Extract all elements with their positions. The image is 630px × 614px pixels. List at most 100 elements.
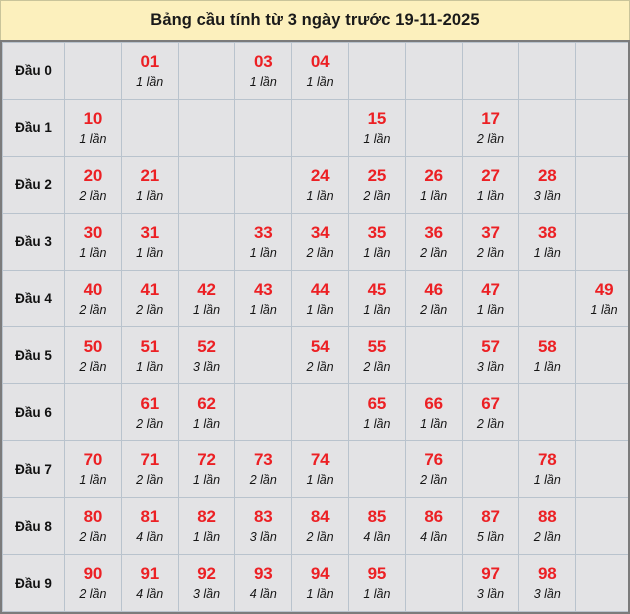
number-cell-78[interactable]: 78 1 lần xyxy=(518,440,577,499)
number-cell-58[interactable]: 58 1 lần xyxy=(518,326,577,385)
cell-number: 55 xyxy=(367,336,387,356)
number-cell-61[interactable]: 61 2 lần xyxy=(120,383,179,442)
empty-cell xyxy=(461,440,520,499)
number-cell-84[interactable]: 84 2 lần xyxy=(291,497,349,556)
cell-number: 94 xyxy=(310,564,330,584)
table-row: Đầu 1 10 1 lần 15 1 lần 17 2 lần xyxy=(2,98,628,157)
number-cell-35[interactable]: 35 1 lần xyxy=(347,212,406,271)
number-cell-inner: 38 1 lần xyxy=(519,214,575,270)
number-cell-45[interactable]: 45 1 lần xyxy=(347,269,406,328)
number-cell-20[interactable]: 20 2 lần xyxy=(64,155,122,214)
number-cell-17[interactable]: 17 2 lần xyxy=(461,98,520,157)
cell-count: 1 lần xyxy=(476,188,505,203)
number-cell-76[interactable]: 76 2 lần xyxy=(404,440,463,499)
number-cell-42[interactable]: 42 1 lần xyxy=(177,269,236,328)
cell-count: 1 lần xyxy=(363,302,391,317)
empty-cell xyxy=(234,98,293,157)
cell-count: 1 lần xyxy=(192,473,221,488)
number-cell-33[interactable]: 33 1 lần xyxy=(234,212,293,271)
cell-number: 57 xyxy=(481,336,500,356)
number-cell-40[interactable]: 40 2 lần xyxy=(64,269,122,328)
cell-count: 2 lần xyxy=(79,359,107,374)
table-row: Đầu 4 40 2 lần 41 2 lần 42 1 lần 43 1 lần 44 1 lần… xyxy=(2,269,628,328)
number-cell-34[interactable]: 34 2 lần xyxy=(291,212,349,271)
number-cell-97[interactable]: 97 3 lần xyxy=(461,554,520,612)
number-cell-98[interactable]: 98 3 lần xyxy=(518,554,577,612)
number-cell-72[interactable]: 72 1 lần xyxy=(177,440,236,499)
number-cell-26[interactable]: 26 1 lần xyxy=(404,155,463,214)
cell-count: 2 lần xyxy=(476,245,505,260)
number-cell-95[interactable]: 95 1 lần xyxy=(347,554,406,612)
number-cell-inner: 84 2 lần xyxy=(292,498,348,554)
number-cell-01[interactable]: 01 1 lần xyxy=(120,42,179,100)
number-cell-86[interactable]: 86 4 lần xyxy=(404,497,463,556)
number-cell-inner: 26 1 lần xyxy=(406,157,462,213)
frequency-table-body: Đầu 0 01 1 lần 03 1 lần 04 1 lần Đầu 1 10 1 lần 15… xyxy=(2,42,628,612)
number-cell-92[interactable]: 92 3 lần xyxy=(177,554,236,612)
cell-number: 78 xyxy=(538,450,557,470)
number-cell-10[interactable]: 10 1 lần xyxy=(64,98,122,157)
number-cell-37[interactable]: 37 2 lần xyxy=(461,212,520,271)
number-cell-85[interactable]: 85 4 lần xyxy=(347,497,406,556)
number-cell-03[interactable]: 03 1 lần xyxy=(234,42,293,100)
cell-number: 85 xyxy=(367,507,387,527)
cell-number: 84 xyxy=(310,507,330,527)
number-cell-04[interactable]: 04 1 lần xyxy=(291,42,349,100)
number-cell-66[interactable]: 66 1 lần xyxy=(404,383,463,442)
number-cell-54[interactable]: 54 2 lần xyxy=(291,326,349,385)
number-cell-93[interactable]: 93 4 lần xyxy=(234,554,293,612)
number-cell-90[interactable]: 90 2 lần xyxy=(64,554,122,612)
number-cell-inner: 51 1 lần xyxy=(122,327,178,383)
number-cell-inner: 93 4 lần xyxy=(235,555,291,611)
number-cell-51[interactable]: 51 1 lần xyxy=(120,326,179,385)
empty-cell xyxy=(64,383,122,442)
number-cell-67[interactable]: 67 2 lần xyxy=(461,383,520,442)
number-cell-inner: 61 2 lần xyxy=(122,384,178,440)
number-cell-73[interactable]: 73 2 lần xyxy=(234,440,293,499)
cell-count: 1 lần xyxy=(533,245,561,260)
table-row: Đầu 7 70 1 lần 71 2 lần 72 1 lần 73 2 lần 74 1 lần… xyxy=(2,440,628,499)
number-cell-87[interactable]: 87 5 lần xyxy=(461,497,520,556)
number-cell-43[interactable]: 43 1 lần xyxy=(234,269,293,328)
number-cell-44[interactable]: 44 1 lần xyxy=(291,269,349,328)
number-cell-91[interactable]: 91 4 lần xyxy=(120,554,179,612)
number-cell-47[interactable]: 47 1 lần xyxy=(461,269,520,328)
number-cell-62[interactable]: 62 1 lần xyxy=(177,383,236,442)
number-cell-21[interactable]: 21 1 lần xyxy=(120,155,179,214)
number-cell-57[interactable]: 57 3 lần xyxy=(461,326,520,385)
number-cell-81[interactable]: 81 4 lần xyxy=(120,497,179,556)
number-cell-27[interactable]: 27 1 lần xyxy=(461,155,520,214)
number-cell-83[interactable]: 83 3 lần xyxy=(234,497,293,556)
cell-number: 51 xyxy=(140,336,159,356)
number-cell-94[interactable]: 94 1 lần xyxy=(291,554,349,612)
number-cell-24[interactable]: 24 1 lần xyxy=(291,155,349,214)
number-cell-52[interactable]: 52 3 lần xyxy=(177,326,236,385)
number-cell-55[interactable]: 55 2 lần xyxy=(347,326,406,385)
number-cell-15[interactable]: 15 1 lần xyxy=(347,98,406,157)
number-cell-31[interactable]: 31 1 lần xyxy=(120,212,179,271)
number-cell-49[interactable]: 49 1 lần xyxy=(575,269,628,328)
number-cell-inner: 78 1 lần xyxy=(519,441,575,497)
number-cell-88[interactable]: 88 2 lần xyxy=(518,497,577,556)
number-cell-71[interactable]: 71 2 lần xyxy=(120,440,179,499)
number-cell-65[interactable]: 65 1 lần xyxy=(347,383,406,442)
number-cell-36[interactable]: 36 2 lần xyxy=(404,212,463,271)
number-cell-41[interactable]: 41 2 lần xyxy=(120,269,179,328)
cell-number: 35 xyxy=(367,222,387,242)
number-cell-25[interactable]: 25 2 lần xyxy=(347,155,406,214)
number-cell-38[interactable]: 38 1 lần xyxy=(518,212,577,271)
number-cell-80[interactable]: 80 2 lần xyxy=(64,497,122,556)
number-cell-82[interactable]: 82 1 lần xyxy=(177,497,236,556)
cell-count: 2 lần xyxy=(306,245,334,260)
number-cell-50[interactable]: 50 2 lần xyxy=(64,326,122,385)
number-cell-70[interactable]: 70 1 lần xyxy=(64,440,122,499)
cell-count: 2 lần xyxy=(306,530,334,545)
cell-number: 62 xyxy=(197,393,216,413)
empty-cell xyxy=(404,554,463,612)
number-cell-inner: 97 3 lần xyxy=(463,555,519,611)
number-cell-46[interactable]: 46 2 lần xyxy=(404,269,463,328)
number-cell-30[interactable]: 30 1 lần xyxy=(64,212,122,271)
number-cell-inner: 82 1 lần xyxy=(179,498,235,554)
number-cell-28[interactable]: 28 3 lần xyxy=(518,155,577,214)
number-cell-74[interactable]: 74 1 lần xyxy=(291,440,349,499)
